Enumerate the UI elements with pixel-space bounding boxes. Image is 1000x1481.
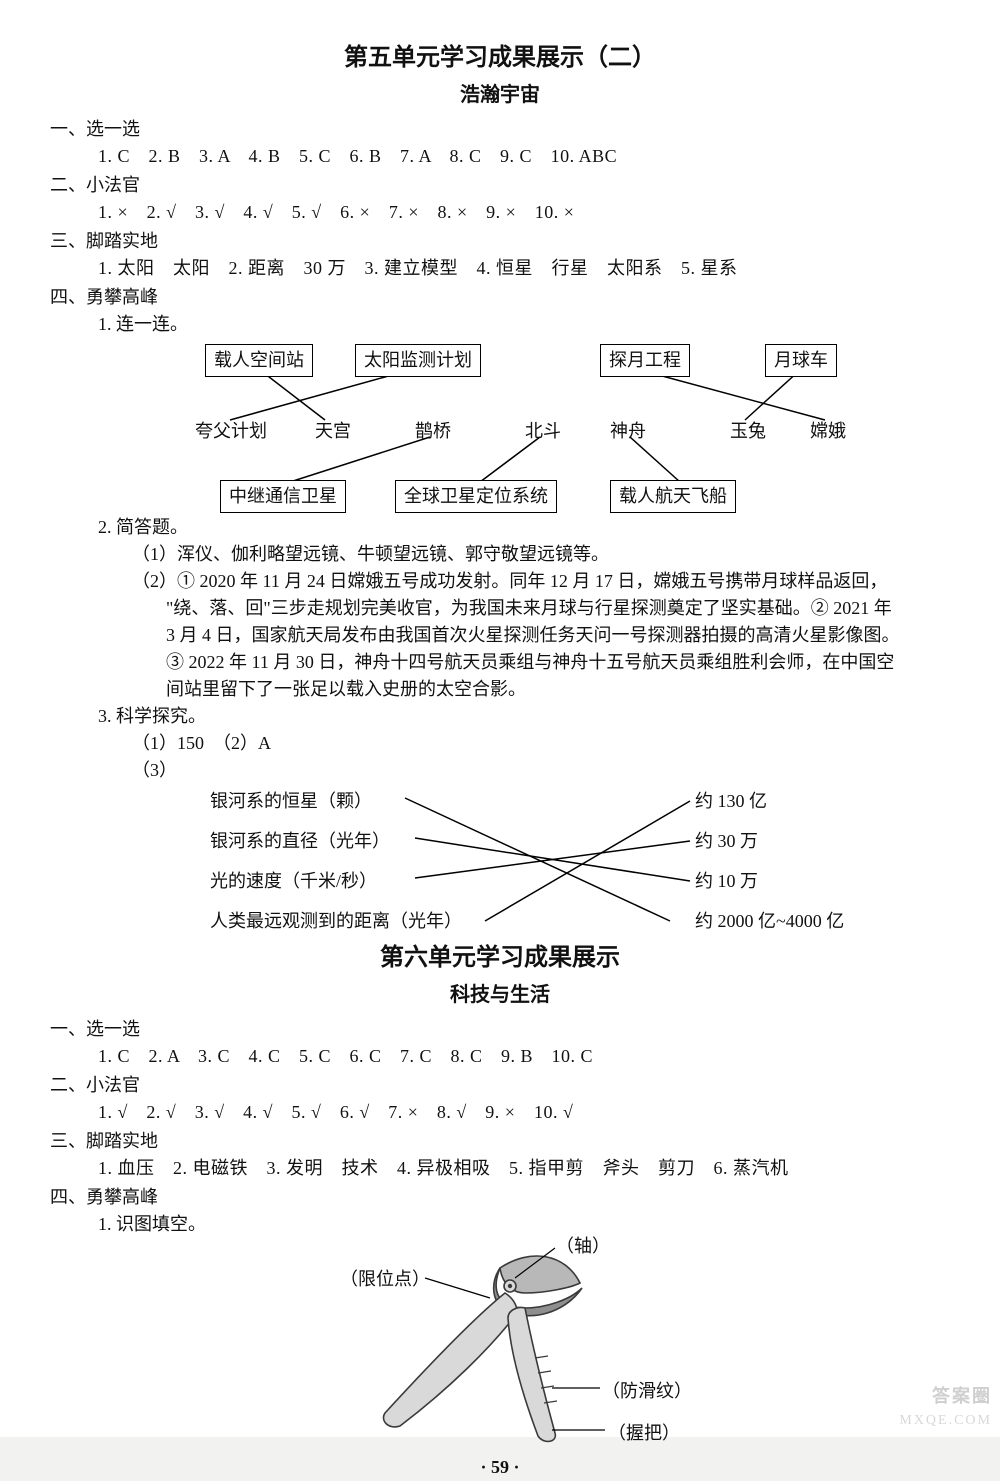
watermark-line1: 答案圈 — [899, 1383, 992, 1410]
unit5-subtitle: 浩瀚宇宙 — [50, 80, 950, 110]
match-right-2: 约 10 万 — [695, 868, 758, 895]
u5-s4-2-2c: 3 月 4 日，国家航天局发布由我国首次火星探测任务天问一号探测器拍摄的高清火星… — [50, 622, 950, 649]
box-lunar-project: 探月工程 — [600, 344, 690, 377]
u5-s1-head: 一、选一选 — [50, 116, 950, 143]
unit6-title: 第六单元学习成果展示 — [50, 940, 950, 976]
u5-connect-diagram: 载人空间站 太阳监测计划 探月工程 月球车 夸父计划 天宫 鹊桥 北斗 神舟 玉… — [100, 342, 900, 512]
u5-s4-2-1: （1）浑仪、伽利略望远镜、牛顿望远镜、郭守敬望远镜等。 — [50, 541, 950, 568]
u5-s3-ans: 1. 太阳 太阳 2. 距离 30 万 3. 建立模型 4. 恒星 行星 太阳系… — [50, 255, 950, 282]
match-right-3: 约 2000 亿~4000 亿 — [695, 908, 844, 935]
u6-s1-ans: 1. C 2. A 3. C 4. C 5. C 6. C 7. C 8. C … — [50, 1043, 950, 1070]
watermark: 答案圈 MXQE.COM — [899, 1383, 992, 1431]
lbl-yutu: 玉兔 — [730, 418, 766, 445]
match-right-0: 约 130 亿 — [695, 788, 767, 815]
u5-s4-2-2e: 间站里留下了一张足以载入史册的太空合影。 — [50, 676, 950, 703]
u6-s3-head: 三、脚踏实地 — [50, 1128, 950, 1155]
u5-s4-3-3: （3） — [50, 757, 950, 784]
pliers-label-axis: （轴） — [556, 1233, 610, 1260]
lbl-change: 嫦娥 — [810, 418, 846, 445]
box-crewed-ship: 载人航天飞船 — [610, 480, 736, 513]
watermark-line2: MXQE.COM — [899, 1410, 992, 1431]
u5-s3-head: 三、脚踏实地 — [50, 228, 950, 255]
lbl-kuafu: 夸父计划 — [195, 418, 267, 445]
pliers-label-handle: （握把） — [608, 1420, 680, 1447]
u5-s4-3: 3. 科学探究。 — [50, 703, 950, 730]
page-number: · 59 · — [50, 1454, 950, 1481]
match-right-1: 约 30 万 — [695, 828, 758, 855]
page: 第五单元学习成果展示（二） 浩瀚宇宙 一、选一选 1. C 2. B 3. A … — [0, 0, 1000, 1437]
u5-s4-1: 1. 连一连。 — [50, 311, 950, 338]
box-relay-sat: 中继通信卫星 — [220, 480, 346, 513]
unit5-title: 第五单元学习成果展示（二） — [50, 40, 950, 76]
match-left-0: 银河系的恒星（颗） — [210, 788, 372, 815]
box-space-station: 载人空间站 — [205, 344, 313, 377]
u6-s4-1: 1. 识图填空。 — [50, 1211, 950, 1238]
u5-s4-2: 2. 简答题。 — [50, 514, 950, 541]
u5-s4-2-2a: （2）① 2020 年 11 月 24 日嫦娥五号成功发射。同年 12 月 17… — [50, 568, 950, 595]
lbl-queqiao: 鹊桥 — [415, 418, 451, 445]
u5-s4-3-1: （1）150 （2）A — [50, 730, 950, 757]
u5-s2-head: 二、小法官 — [50, 172, 950, 199]
u5-s4-2-2b: "绕、落、回"三步走规划完美收官，为我国未来月球与行星探测奠定了坚实基础。② 2… — [50, 595, 950, 622]
u6-s2-ans: 1. √ 2. √ 3. √ 4. √ 5. √ 6. √ 7. × 8. √ … — [50, 1099, 950, 1126]
u6-s3-ans: 1. 血压 2. 电磁铁 3. 发明 技术 4. 异极相吸 5. 指甲剪 斧头 … — [50, 1155, 950, 1182]
pliers-figure: （轴） （限位点） （防滑纹） （握把） — [330, 1238, 670, 1448]
u6-s1-head: 一、选一选 — [50, 1016, 950, 1043]
box-gnss: 全球卫星定位系统 — [395, 480, 557, 513]
lbl-shenzhou: 神舟 — [610, 418, 646, 445]
u5-s2-ans: 1. × 2. √ 3. √ 4. √ 5. √ 6. × 7. × 8. × … — [50, 199, 950, 226]
match-left-1: 银河系的直径（光年） — [210, 828, 390, 855]
lbl-beidou: 北斗 — [525, 418, 561, 445]
u5-s4-head: 四、勇攀高峰 — [50, 284, 950, 311]
u5-s1-ans: 1. C 2. B 3. A 4. B 5. C 6. B 7. A 8. C … — [50, 143, 950, 170]
u5-s4-2-2d: ③ 2022 年 11 月 30 日，神舟十四号航天员乘组与神舟十五号航天员乘组… — [50, 649, 950, 676]
pliers-label-grip: （防滑纹） — [602, 1378, 692, 1405]
u6-s4-head: 四、勇攀高峰 — [50, 1184, 950, 1211]
pliers-label-stop: （限位点） — [340, 1266, 430, 1293]
box-moon-rover: 月球车 — [765, 344, 837, 377]
match-left-2: 光的速度（千米/秒） — [210, 868, 377, 895]
u6-s2-head: 二、小法官 — [50, 1072, 950, 1099]
u5-match-diagram: 银河系的恒星（颗） 银河系的直径（光年） 光的速度（千米/秒） 人类最远观测到的… — [150, 786, 950, 936]
unit6-subtitle: 科技与生活 — [50, 980, 950, 1010]
lbl-tiangong: 天宫 — [315, 418, 351, 445]
box-solar-plan: 太阳监测计划 — [355, 344, 481, 377]
match-left-3: 人类最远观测到的距离（光年） — [210, 908, 462, 935]
